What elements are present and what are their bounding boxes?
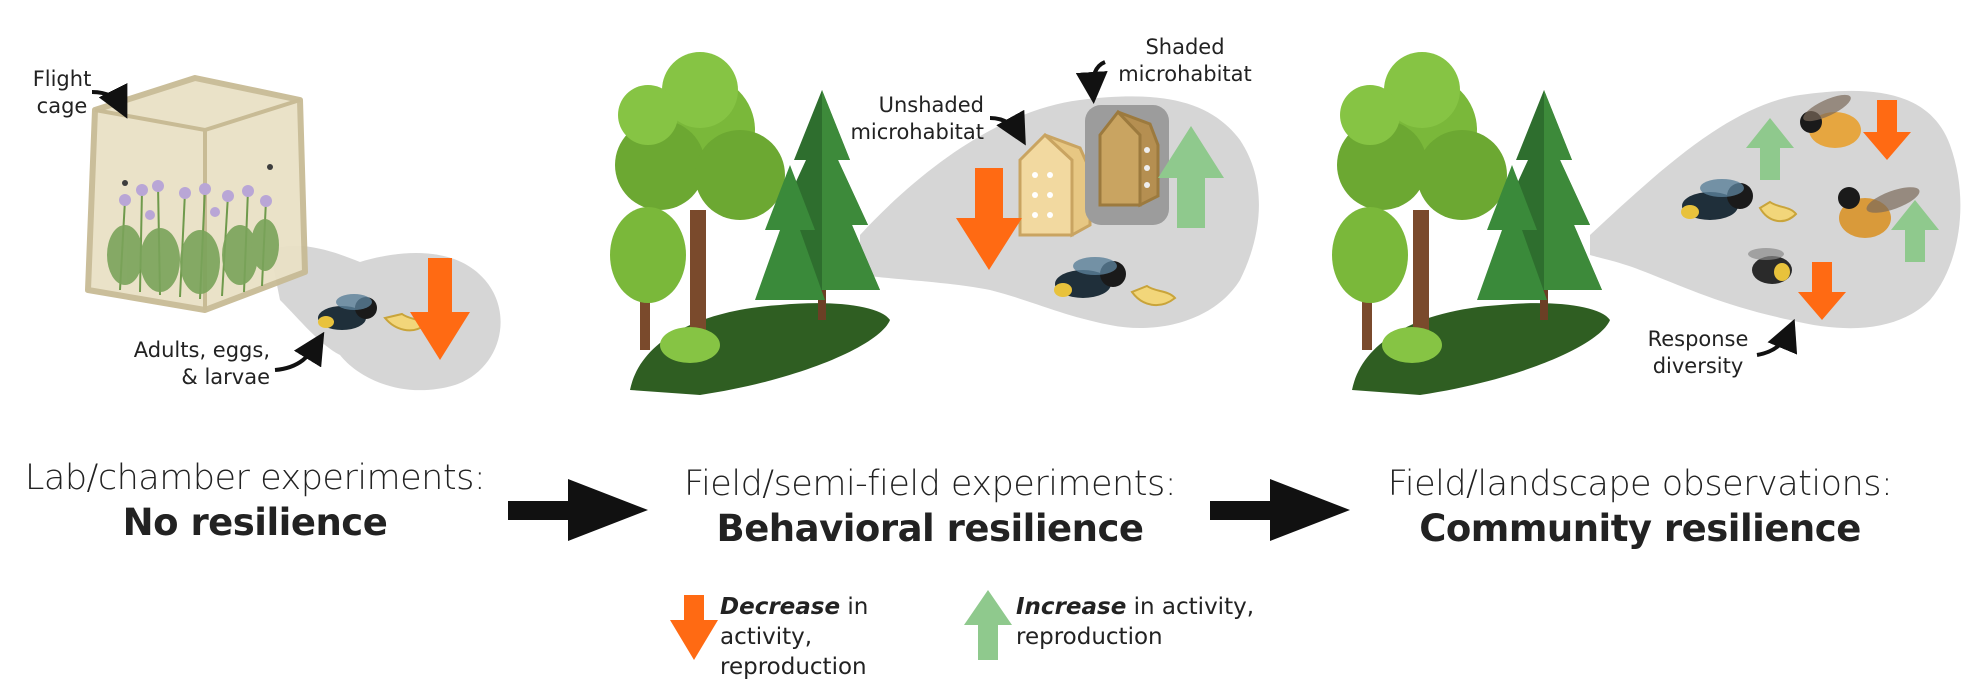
adults-label-line1: Adults, eggs,: [133, 338, 270, 362]
unshaded-label-line2: microhabitat: [850, 120, 984, 144]
legend-decrease-arrow: [670, 595, 718, 660]
lab-bee: [318, 294, 377, 330]
unshaded-label: Unshaded microhabitat: [842, 92, 984, 146]
shaded-label-line1: Shaded: [1145, 35, 1225, 59]
field-conifer-small: [755, 165, 825, 300]
landscape-conifer-small: [1477, 165, 1547, 300]
legend-increase-rest: in activity,: [1126, 594, 1255, 620]
flight-cage: [85, 75, 308, 313]
landscape-increase-arrow-1: [1746, 118, 1794, 180]
adults-pointer: [274, 331, 325, 372]
stage-lab-title: No resilience: [122, 501, 388, 544]
response-diversity-label-line2: diversity: [1652, 354, 1744, 378]
flow-arrow-1: [508, 479, 648, 541]
legend-increase-bold: Increase: [1016, 594, 1127, 620]
landscape-bee-orange-top: [1800, 94, 1861, 148]
field-larva: [1130, 284, 1177, 307]
unshaded-pointer: [989, 109, 1026, 146]
stage-lab: Lab/chamber experiments: No resilience: [20, 456, 490, 546]
field-bee: [1054, 257, 1126, 298]
flight-cage-pointer: [91, 82, 128, 119]
adults-label-line2: & larvae: [181, 365, 270, 389]
legend-decrease: Decrease in activity, reproduction: [720, 592, 960, 682]
flow-arrow-2: [1210, 479, 1350, 541]
lab-panel: [85, 75, 501, 391]
landscape-decrease-arrow-2: [1798, 262, 1846, 320]
lab-decrease-arrow: [410, 258, 470, 360]
stage-lab-subtitle: Lab/chamber experiments:: [24, 458, 486, 498]
stage-field-subtitle: Field/semi-field experiments:: [684, 464, 1177, 504]
field-small-tree: [610, 207, 686, 350]
stage-field-title: Behavioral resilience: [716, 507, 1144, 550]
shaded-label-line2: microhabitat: [1118, 62, 1252, 86]
landscape-bush: [1382, 327, 1442, 363]
landscape-larva: [1758, 200, 1798, 223]
shaded-pointer: [1075, 60, 1108, 104]
response-diversity-label-line1: Response: [1647, 327, 1749, 351]
landscape-decrease-arrow-1: [1863, 100, 1911, 160]
landscape-bee-small: [1748, 248, 1792, 284]
response-diversity-label: Response diversity: [1640, 326, 1756, 380]
stage-landscape-subtitle: Field/landscape observations:: [1387, 464, 1893, 504]
landscape-panel: [1332, 52, 1961, 395]
stage-landscape-title: Community resilience: [1419, 507, 1861, 550]
legend-decrease-bold: Decrease: [720, 594, 841, 620]
landscape-deciduous-tree: [1337, 52, 1507, 330]
legend-decrease-rest: in activity,: [720, 594, 869, 650]
stage-field: Field/semi-field experiments: Behavioral…: [660, 462, 1200, 552]
unshaded-nest-box: [1018, 132, 1092, 238]
field-deciduous-tree: [615, 52, 785, 330]
landscape-bee-blue: [1681, 179, 1753, 220]
stage-landscape: Field/landscape observations: Community …: [1370, 462, 1910, 552]
field-increase-arrow: [1158, 126, 1224, 228]
landscape-bee-orange-mid: [1838, 187, 1920, 238]
legend-increase-line2: reproduction: [1016, 624, 1163, 650]
landscape-increase-arrow-2: [1891, 200, 1939, 262]
flight-cage-label: Flight cage: [30, 66, 94, 120]
shaded-nest-box: [1098, 109, 1160, 208]
adults-label: Adults, eggs, & larvae: [130, 337, 270, 391]
legend-increase: Increase in activity, reproduction: [1016, 592, 1256, 652]
unshaded-label-line1: Unshaded: [878, 93, 984, 117]
legend-decrease-line2: reproduction: [720, 654, 867, 680]
shaded-label: Shaded microhabitat: [1110, 34, 1260, 88]
field-panel: [610, 52, 1259, 395]
field-decrease-arrow: [956, 168, 1022, 270]
flight-cage-label-line1: Flight: [32, 67, 92, 91]
legend-increase-arrow: [964, 590, 1012, 660]
field-bush: [660, 327, 720, 363]
landscape-small-tree: [1332, 207, 1408, 350]
response-diversity-pointer: [1756, 318, 1798, 357]
flight-cage-label-line2: cage: [36, 94, 88, 118]
